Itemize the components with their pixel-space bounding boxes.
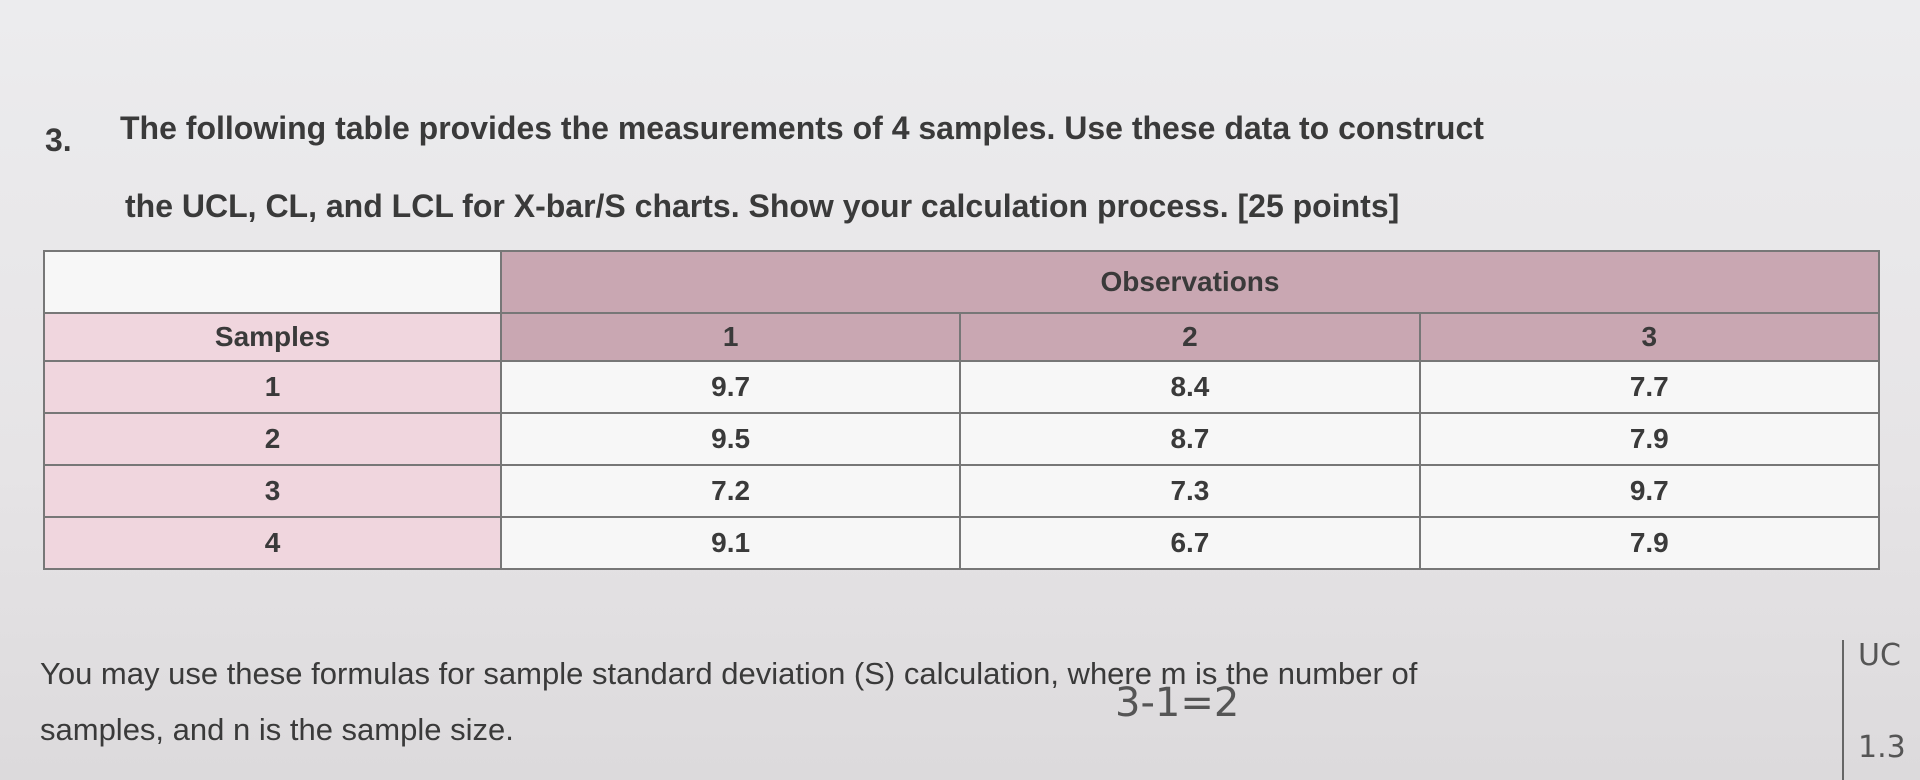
- margin-line: [1842, 640, 1844, 780]
- table-cell: 8.4: [960, 361, 1419, 413]
- table-row: 19.78.47.7: [44, 361, 1879, 413]
- handwriting: 1.3: [1858, 730, 1906, 765]
- header-cell: Samples: [44, 313, 501, 361]
- note-line: samples, and n is the sample size.: [40, 712, 514, 748]
- table-row: 37.27.39.7: [44, 465, 1879, 517]
- header-cell: 2: [960, 313, 1419, 361]
- header-cell: 1: [501, 313, 960, 361]
- table-cell: 8.7: [960, 413, 1419, 465]
- handwriting: UC: [1858, 638, 1901, 673]
- table-cell: 7.7: [1420, 361, 1879, 413]
- table-row: 29.58.77.9: [44, 413, 1879, 465]
- table-cell: 7.9: [1420, 413, 1879, 465]
- table-cell: 3: [44, 465, 501, 517]
- question-line: The following table provides the measure…: [120, 110, 1484, 147]
- table-cell: 2: [44, 413, 501, 465]
- group-header: Observations: [501, 251, 1879, 313]
- table-cell: 7.3: [960, 465, 1419, 517]
- question-line: the UCL, CL, and LCL for X-bar/S charts.…: [125, 188, 1399, 225]
- table-cell: 9.7: [501, 361, 960, 413]
- table-cell: 9.1: [501, 517, 960, 569]
- table-cell: 6.7: [960, 517, 1419, 569]
- table-cell: 7.2: [501, 465, 960, 517]
- table-row: Samples 1 2 3: [44, 313, 1879, 361]
- header-cell: 3: [1420, 313, 1879, 361]
- table-row: 49.16.77.9: [44, 517, 1879, 569]
- table-cell: [44, 251, 501, 313]
- table-cell: 7.9: [1420, 517, 1879, 569]
- table-cell: 4: [44, 517, 501, 569]
- question-number: 3.: [45, 122, 72, 159]
- data-table: Observations Samples 1 2 3 19.78.47.7 29…: [43, 250, 1880, 570]
- page: 3. The following table provides the meas…: [0, 0, 1920, 780]
- handwriting: 3-1=2: [1115, 680, 1239, 726]
- table-cell: 9.7: [1420, 465, 1879, 517]
- table-cell: 1: [44, 361, 501, 413]
- table-row: Observations: [44, 251, 1879, 313]
- table-cell: 9.5: [501, 413, 960, 465]
